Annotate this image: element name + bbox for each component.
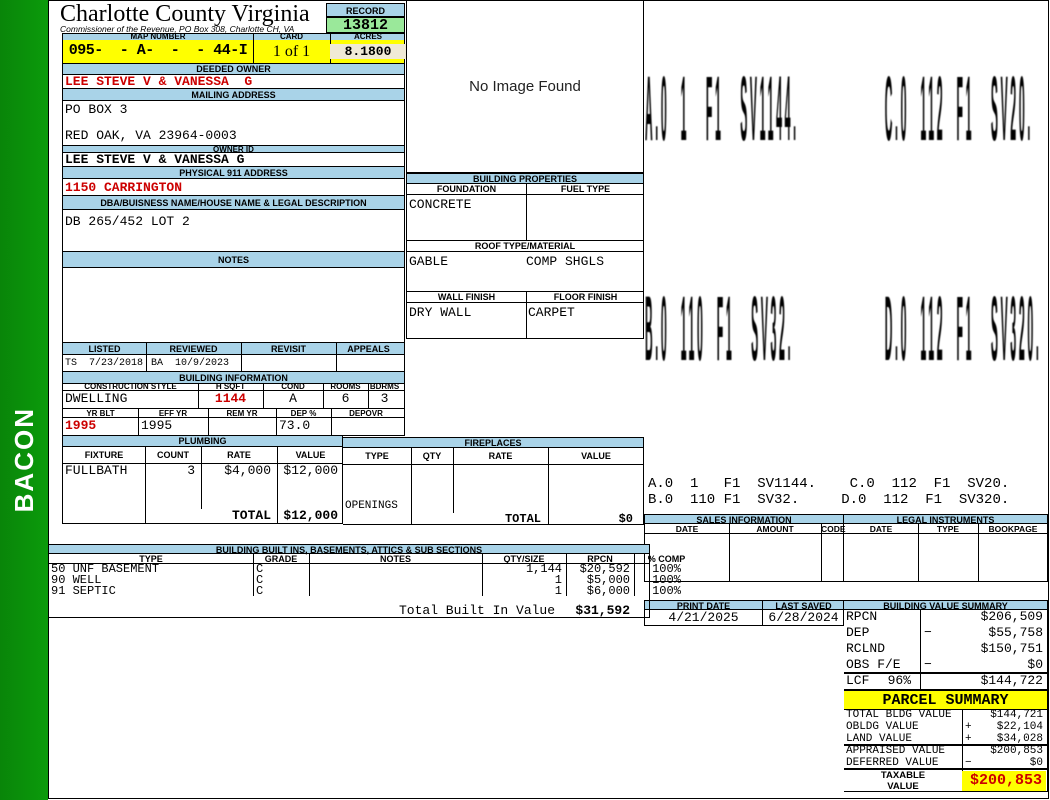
svg-text:B.0 110 F1 SV32.: B.0 110 F1 SV32. bbox=[645, 277, 793, 380]
svg-text:D.0 112 F1 SV320.: D.0 112 F1 SV320. bbox=[885, 277, 1042, 380]
svg-text:C.0 112 F1 SV20.: C.0 112 F1 SV20. bbox=[885, 60, 1033, 160]
svg-text:A.0 1 F1 SV1144.: A.0 1 F1 SV1144. bbox=[645, 60, 799, 160]
